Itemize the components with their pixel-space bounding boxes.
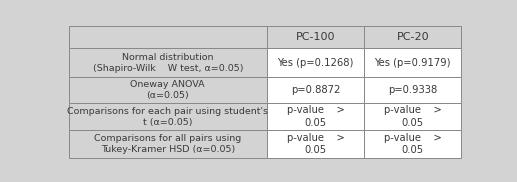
Text: p=0.8872: p=0.8872 [291,85,340,95]
Text: PC-100: PC-100 [296,32,335,42]
Text: Oneway ANOVA
(α=0.05): Oneway ANOVA (α=0.05) [130,80,205,100]
Text: PC-20: PC-20 [397,32,429,42]
Text: Yes (p=0.1268): Yes (p=0.1268) [277,58,354,68]
Bar [69,26,267,48]
Bar [267,77,364,103]
Bar [69,103,267,130]
Text: p-value    >
0.05: p-value > 0.05 [384,133,442,155]
Bar [69,77,267,103]
Bar [267,130,364,158]
Bar [267,26,364,48]
Text: p-value    >
0.05: p-value > 0.05 [384,105,442,128]
Text: Normal distribution
(Shapiro-Wilk    W test, α=0.05): Normal distribution (Shapiro-Wilk W test… [93,53,243,73]
Text: Comparisons for each pair using student's
t (α=0.05): Comparisons for each pair using student'… [67,106,268,127]
Bar [364,130,461,158]
Text: p-value    >
0.05: p-value > 0.05 [286,105,344,128]
Text: Yes (p=0.9179): Yes (p=0.9179) [374,58,451,68]
Bar [267,48,364,77]
Bar [69,48,267,77]
Bar [267,103,364,130]
Text: Comparisons for all pairs using
Tukey-Kramer HSD (α=0.05): Comparisons for all pairs using Tukey-Kr… [94,134,241,154]
Bar [364,26,461,48]
Bar [69,130,267,158]
Text: p-value    >
0.05: p-value > 0.05 [286,133,344,155]
Bar [364,103,461,130]
Bar [364,77,461,103]
Text: p=0.9338: p=0.9338 [388,85,437,95]
Bar [364,48,461,77]
